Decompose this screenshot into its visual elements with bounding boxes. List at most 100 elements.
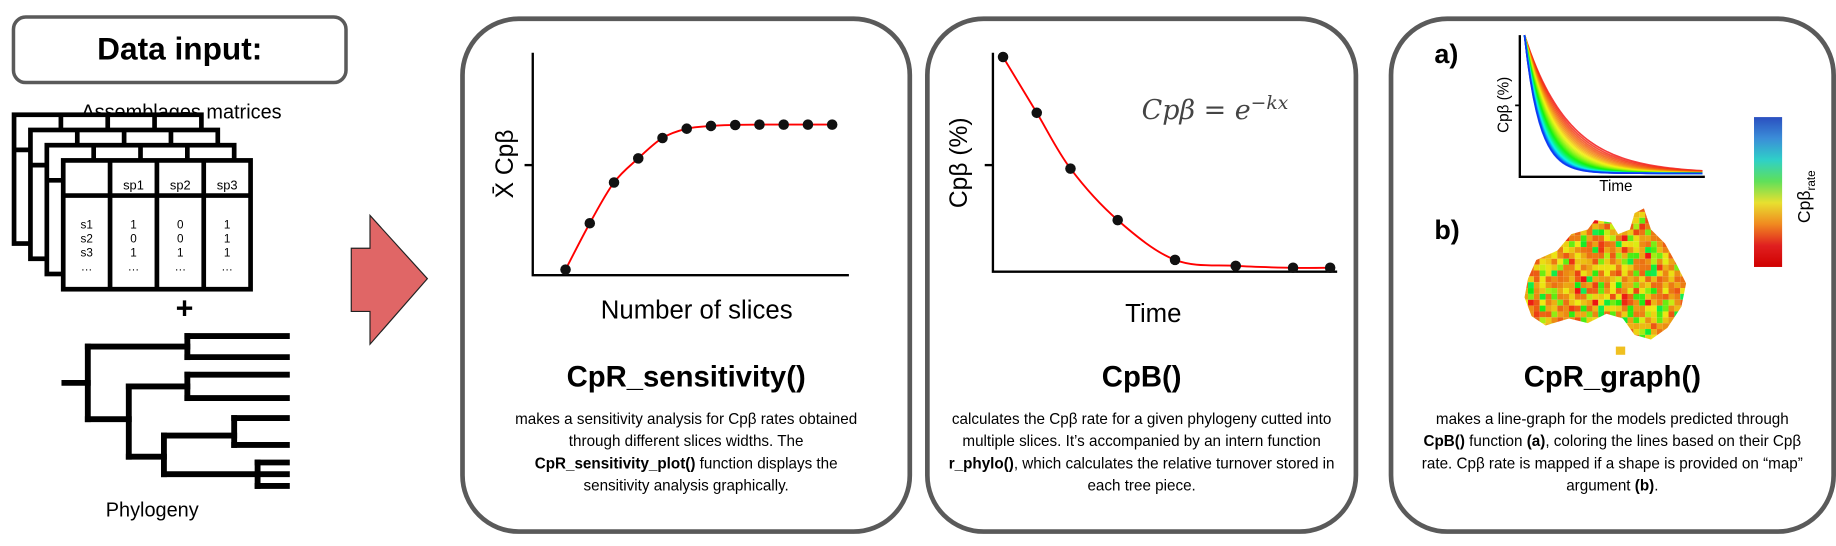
map-cell (1621, 235, 1628, 242)
map-cell (1639, 208, 1646, 212)
map-cell (1539, 288, 1546, 294)
map-cell (1598, 247, 1605, 253)
map-cell (1563, 235, 1570, 242)
map-cell (1580, 317, 1587, 324)
map-cell (1604, 211, 1610, 218)
map-cell (1674, 288, 1681, 294)
map-cell (1580, 288, 1587, 294)
map-cell (1645, 208, 1651, 212)
map-cell (1528, 299, 1534, 306)
map-cell (1650, 264, 1657, 271)
map-cell (1586, 288, 1593, 294)
map-cell (1656, 241, 1663, 248)
map-cell (1650, 305, 1657, 312)
map-cell (1604, 208, 1610, 212)
map-cell (1598, 282, 1605, 289)
map-cell (1686, 317, 1687, 324)
map-cell (1668, 270, 1675, 277)
description-text: , coloring the lines based on their Cpβ … (1421, 432, 1803, 495)
map-cell (1528, 235, 1534, 242)
map-cell (1650, 235, 1657, 242)
map-cell (1615, 258, 1622, 265)
map-cell (1574, 282, 1581, 289)
map-cell (1621, 247, 1628, 253)
map-cell (1533, 217, 1540, 224)
map-cell (1539, 252, 1546, 259)
map-cell (1592, 293, 1599, 300)
map-cell (1621, 241, 1628, 248)
map-cell (1580, 323, 1587, 330)
map-cell (1533, 299, 1540, 306)
map-cell (1680, 223, 1687, 230)
map-cell (1586, 208, 1593, 212)
map-cell (1621, 311, 1628, 318)
map-cell (1539, 329, 1546, 335)
map-cell (1650, 258, 1657, 265)
map-cell (1586, 270, 1593, 277)
map-cell (1645, 252, 1651, 259)
map-cell (1586, 235, 1593, 242)
map-cell (1598, 270, 1605, 277)
map-cell (1551, 217, 1558, 224)
map-cell (1563, 217, 1570, 224)
map-cell (1524, 305, 1529, 312)
map-cell (1524, 217, 1529, 224)
map-cell (1574, 229, 1581, 236)
map-cell (1645, 323, 1651, 330)
map-cell (1569, 270, 1575, 277)
map-cell (1680, 282, 1687, 289)
map-cell (1686, 217, 1687, 224)
map-cell (1574, 288, 1581, 294)
map-cell (1686, 282, 1687, 289)
map-cell (1545, 305, 1552, 312)
map-cell (1533, 311, 1540, 318)
map-cell (1662, 288, 1669, 294)
map-cell (1633, 270, 1640, 277)
map-cell (1563, 223, 1570, 230)
map-cell (1524, 270, 1529, 277)
map-cell (1615, 329, 1622, 335)
map-cell (1650, 323, 1657, 330)
map-cell (1645, 235, 1651, 242)
map-cell (1633, 299, 1640, 306)
map-cell (1627, 264, 1634, 271)
map-cell (1686, 270, 1687, 277)
map-cell (1557, 311, 1564, 318)
map-cell (1680, 305, 1687, 312)
map-cell (1668, 276, 1675, 283)
map-cell (1633, 276, 1640, 283)
map-cell (1569, 252, 1575, 259)
map-cell (1656, 258, 1663, 265)
map-cell (1533, 270, 1540, 277)
map-cell (1627, 229, 1634, 236)
map-cell (1604, 270, 1610, 277)
map-cell (1551, 311, 1558, 318)
map-cell (1539, 293, 1546, 300)
map-cell (1592, 288, 1599, 294)
map-cell (1592, 208, 1599, 212)
map-cell (1686, 329, 1687, 335)
map-cell (1551, 264, 1558, 271)
map-cell (1528, 311, 1534, 318)
map-cell (1656, 208, 1663, 212)
map-cell (1621, 252, 1628, 259)
map-cell (1598, 252, 1605, 259)
map-cell (1609, 229, 1616, 236)
map-cell (1674, 270, 1681, 277)
map-cell (1686, 241, 1687, 248)
map-cell (1551, 208, 1558, 212)
arrow-icon (350, 213, 429, 346)
map-cell (1569, 223, 1575, 230)
decay-formula: Cpβ = e−kx (1142, 91, 1289, 126)
map-cell (1686, 293, 1687, 300)
map-cell (1656, 282, 1663, 289)
map-cell (1580, 329, 1587, 335)
map-cell (1524, 282, 1529, 289)
map-cell (1551, 211, 1558, 218)
map-cell (1545, 208, 1552, 212)
map-cell (1586, 247, 1593, 253)
map-cell (1598, 223, 1605, 230)
map-cell (1674, 317, 1681, 324)
matrix-sheet (60, 158, 253, 292)
map-cell (1609, 323, 1616, 330)
